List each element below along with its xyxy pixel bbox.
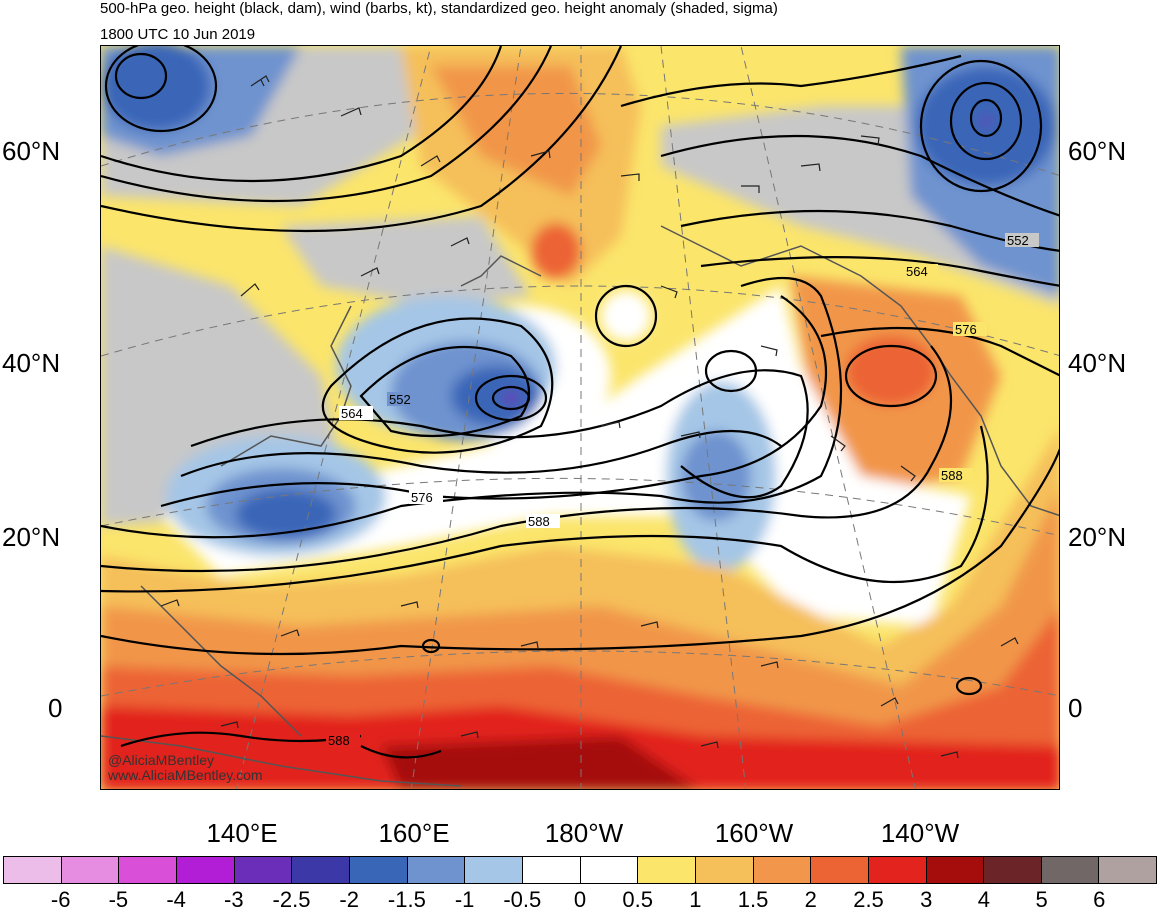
height-contours	[101, 46, 1059, 759]
colorbar-tick-label: -0.5	[503, 887, 542, 912]
colorbar-swatch	[292, 857, 350, 883]
colorbar-tick-label: -1.5	[387, 887, 426, 912]
colorbar-tick-label: -1	[454, 887, 475, 912]
colorbar-swatch	[984, 857, 1042, 883]
wind-barbs	[160, 75, 1019, 759]
colorbar-swatch	[4, 857, 62, 883]
lat-label-20n-right: 20°N	[1068, 522, 1127, 552]
colorbar-tick-label: 5	[1035, 887, 1048, 912]
colorbar-swatch	[695, 857, 754, 883]
colorbar-tick-label: -4	[166, 887, 186, 912]
colorbar-tick-label: -3	[224, 887, 244, 912]
colorbar-tick-label: 1	[689, 887, 702, 912]
map-panel[interactable]: 552 564 576 588 552 564 576 588 588	[100, 45, 1060, 790]
colorbar-swatch	[1041, 857, 1100, 883]
colorbar-swatch	[811, 857, 869, 883]
lon-label-160e: 160°E	[378, 818, 450, 848]
gray-region-center	[281, 216, 531, 306]
contour-label: 588	[941, 468, 963, 483]
colorbar-tick-label: 0.5	[622, 887, 653, 912]
contour-label: 564	[906, 264, 928, 279]
contour-label: 588	[328, 733, 350, 748]
colorbar-tick-label: -2	[339, 887, 359, 912]
contour-label: 564	[341, 406, 363, 421]
colorbar-swatch	[176, 857, 235, 883]
colorbar-tick-label: 1.5	[737, 887, 769, 912]
colorbar-tick-label: -2.5	[272, 887, 311, 912]
lon-label-140e: 140°E	[206, 818, 278, 848]
colorbar-tick-label: 6	[1093, 887, 1106, 912]
lon-label-140w: 140°W	[880, 818, 960, 848]
colorbar-swatch	[1099, 857, 1157, 883]
lon-label-180w: 180°W	[544, 818, 624, 848]
colorbar-swatch	[61, 857, 120, 883]
colorbar-swatch	[868, 857, 927, 883]
colorbar-tick-label: -6	[50, 887, 71, 912]
valid-time: 1800 UTC 10 Jun 2019	[100, 26, 256, 43]
contour-label-group: 552 564 576 588 552 564 576 588 588	[326, 233, 1039, 748]
lat-label-eq-left: 0	[48, 693, 63, 723]
weather-map: 552 564 576 588 552 564 576 588 588	[101, 46, 1059, 789]
colorbar-swatch	[407, 857, 466, 883]
contour-label: 552	[1007, 233, 1029, 248]
lat-label-eq-right: 0	[1068, 693, 1083, 723]
contour-label: 552	[389, 392, 411, 407]
lat-label-40n-right: 40°N	[1068, 348, 1127, 378]
colorbar-swatch	[580, 857, 639, 883]
colorbar-tick-label: -5	[108, 887, 129, 912]
contour-label: 576	[411, 490, 433, 505]
lat-label-40n-left: 40°N	[2, 348, 61, 378]
colorbar-swatch	[926, 857, 985, 883]
colorbar-tick-label: 2	[804, 887, 817, 912]
colorbar	[3, 856, 1157, 884]
lon-label-160w: 160°W	[714, 818, 794, 848]
colorbar-swatch	[349, 857, 408, 883]
colorbar-swatch	[638, 857, 696, 883]
colorbar-tick-label: 2.5	[853, 887, 884, 912]
colorbar-tick-label: 4	[977, 887, 991, 912]
colorbar-swatch	[119, 857, 177, 883]
colorbar-tick-label: 3	[920, 887, 933, 912]
colorbar-swatch	[753, 857, 812, 883]
colorbar-swatch	[522, 857, 581, 883]
colorbar-swatch	[465, 857, 523, 883]
map-title: 500-hPa geo. height (black, dam), wind (…	[100, 0, 778, 17]
lat-label-60n-right: 60°N	[1068, 136, 1127, 166]
credit-website[interactable]: www.AliciaMBentley.com	[108, 767, 263, 783]
colorbar-tick-label: 0	[573, 887, 587, 912]
lat-label-60n-left: 60°N	[2, 136, 61, 166]
lat-label-20n-left: 20°N	[2, 522, 61, 552]
credit-handle: @AliciaMBentley	[108, 752, 215, 768]
colorbar-swatch	[234, 857, 293, 883]
contour-label: 576	[955, 322, 977, 337]
contour-label: 588	[528, 514, 550, 529]
